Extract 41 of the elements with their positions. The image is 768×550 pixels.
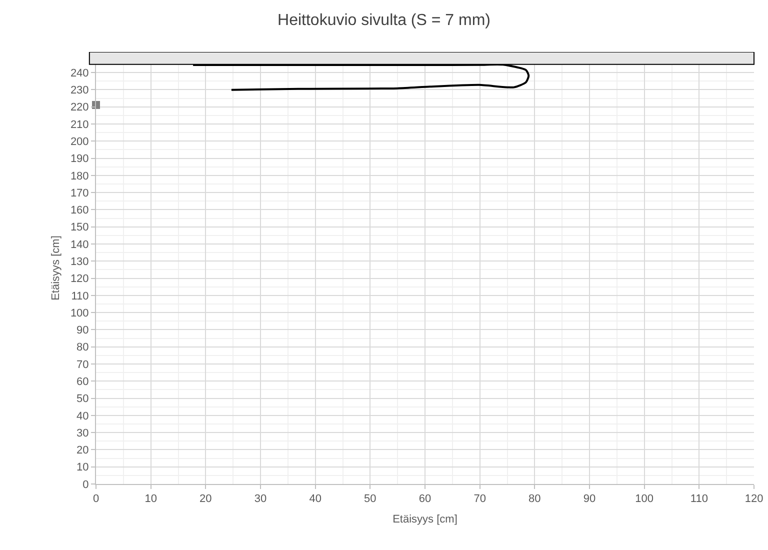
x-tick-label: 110 bbox=[690, 493, 708, 506]
x-tick-label: 90 bbox=[583, 493, 596, 506]
x-tick-label: 60 bbox=[418, 493, 432, 506]
x-axis-title: Etäisyys [cm] bbox=[392, 513, 458, 526]
y-axis-title: Etäisyys [cm] bbox=[50, 236, 62, 300]
y-tick-label: 100 bbox=[70, 307, 89, 320]
x-tick-label: 30 bbox=[254, 493, 267, 506]
y-tick-label: 40 bbox=[76, 410, 89, 422]
x-tick-label: 100 bbox=[635, 493, 654, 506]
x-tick-label: 80 bbox=[528, 493, 541, 506]
y-tick-label: 190 bbox=[70, 153, 89, 166]
y-tick-label: 150 bbox=[70, 222, 89, 234]
y-tick-label: 50 bbox=[76, 393, 89, 406]
y-tick-label: 130 bbox=[70, 256, 89, 268]
y-tick-label: 200 bbox=[70, 136, 89, 148]
y-tick-label: 160 bbox=[70, 204, 89, 217]
y-tick-label: 70 bbox=[76, 358, 89, 371]
y-tick-label: 90 bbox=[76, 324, 89, 337]
chart-title: Heittokuvio sivulta (S = 7 mm) bbox=[278, 12, 490, 29]
y-tick-label: 110 bbox=[71, 290, 89, 302]
x-tick-label: 50 bbox=[364, 493, 376, 506]
x-tick-label: 10 bbox=[144, 493, 157, 506]
y-tick-label: 170 bbox=[70, 187, 89, 200]
y-tick-label: 0 bbox=[82, 478, 89, 491]
y-tick-label: 10 bbox=[76, 462, 89, 474]
y-tick-label: 80 bbox=[76, 342, 89, 354]
x-tick-label: 20 bbox=[200, 493, 212, 506]
y-tick-label: 210 bbox=[70, 118, 89, 131]
y-tick-label: 220 bbox=[70, 102, 89, 114]
y-tick-label: 20 bbox=[76, 444, 89, 457]
y-tick-label: 120 bbox=[70, 273, 89, 286]
y-tick-label: 30 bbox=[76, 427, 89, 440]
x-tick-label: 40 bbox=[309, 493, 322, 506]
x-tick-label: 70 bbox=[474, 493, 486, 506]
y-tick-label: 230 bbox=[70, 84, 89, 97]
x-tick-label: 0 bbox=[92, 493, 100, 506]
y-tick-label: 140 bbox=[70, 238, 89, 251]
x-tick-label: 120 bbox=[744, 493, 764, 506]
y-tick-label: 180 bbox=[70, 170, 89, 182]
y-tick-label: 60 bbox=[76, 376, 89, 388]
y-tick-label: 240 bbox=[70, 67, 89, 80]
